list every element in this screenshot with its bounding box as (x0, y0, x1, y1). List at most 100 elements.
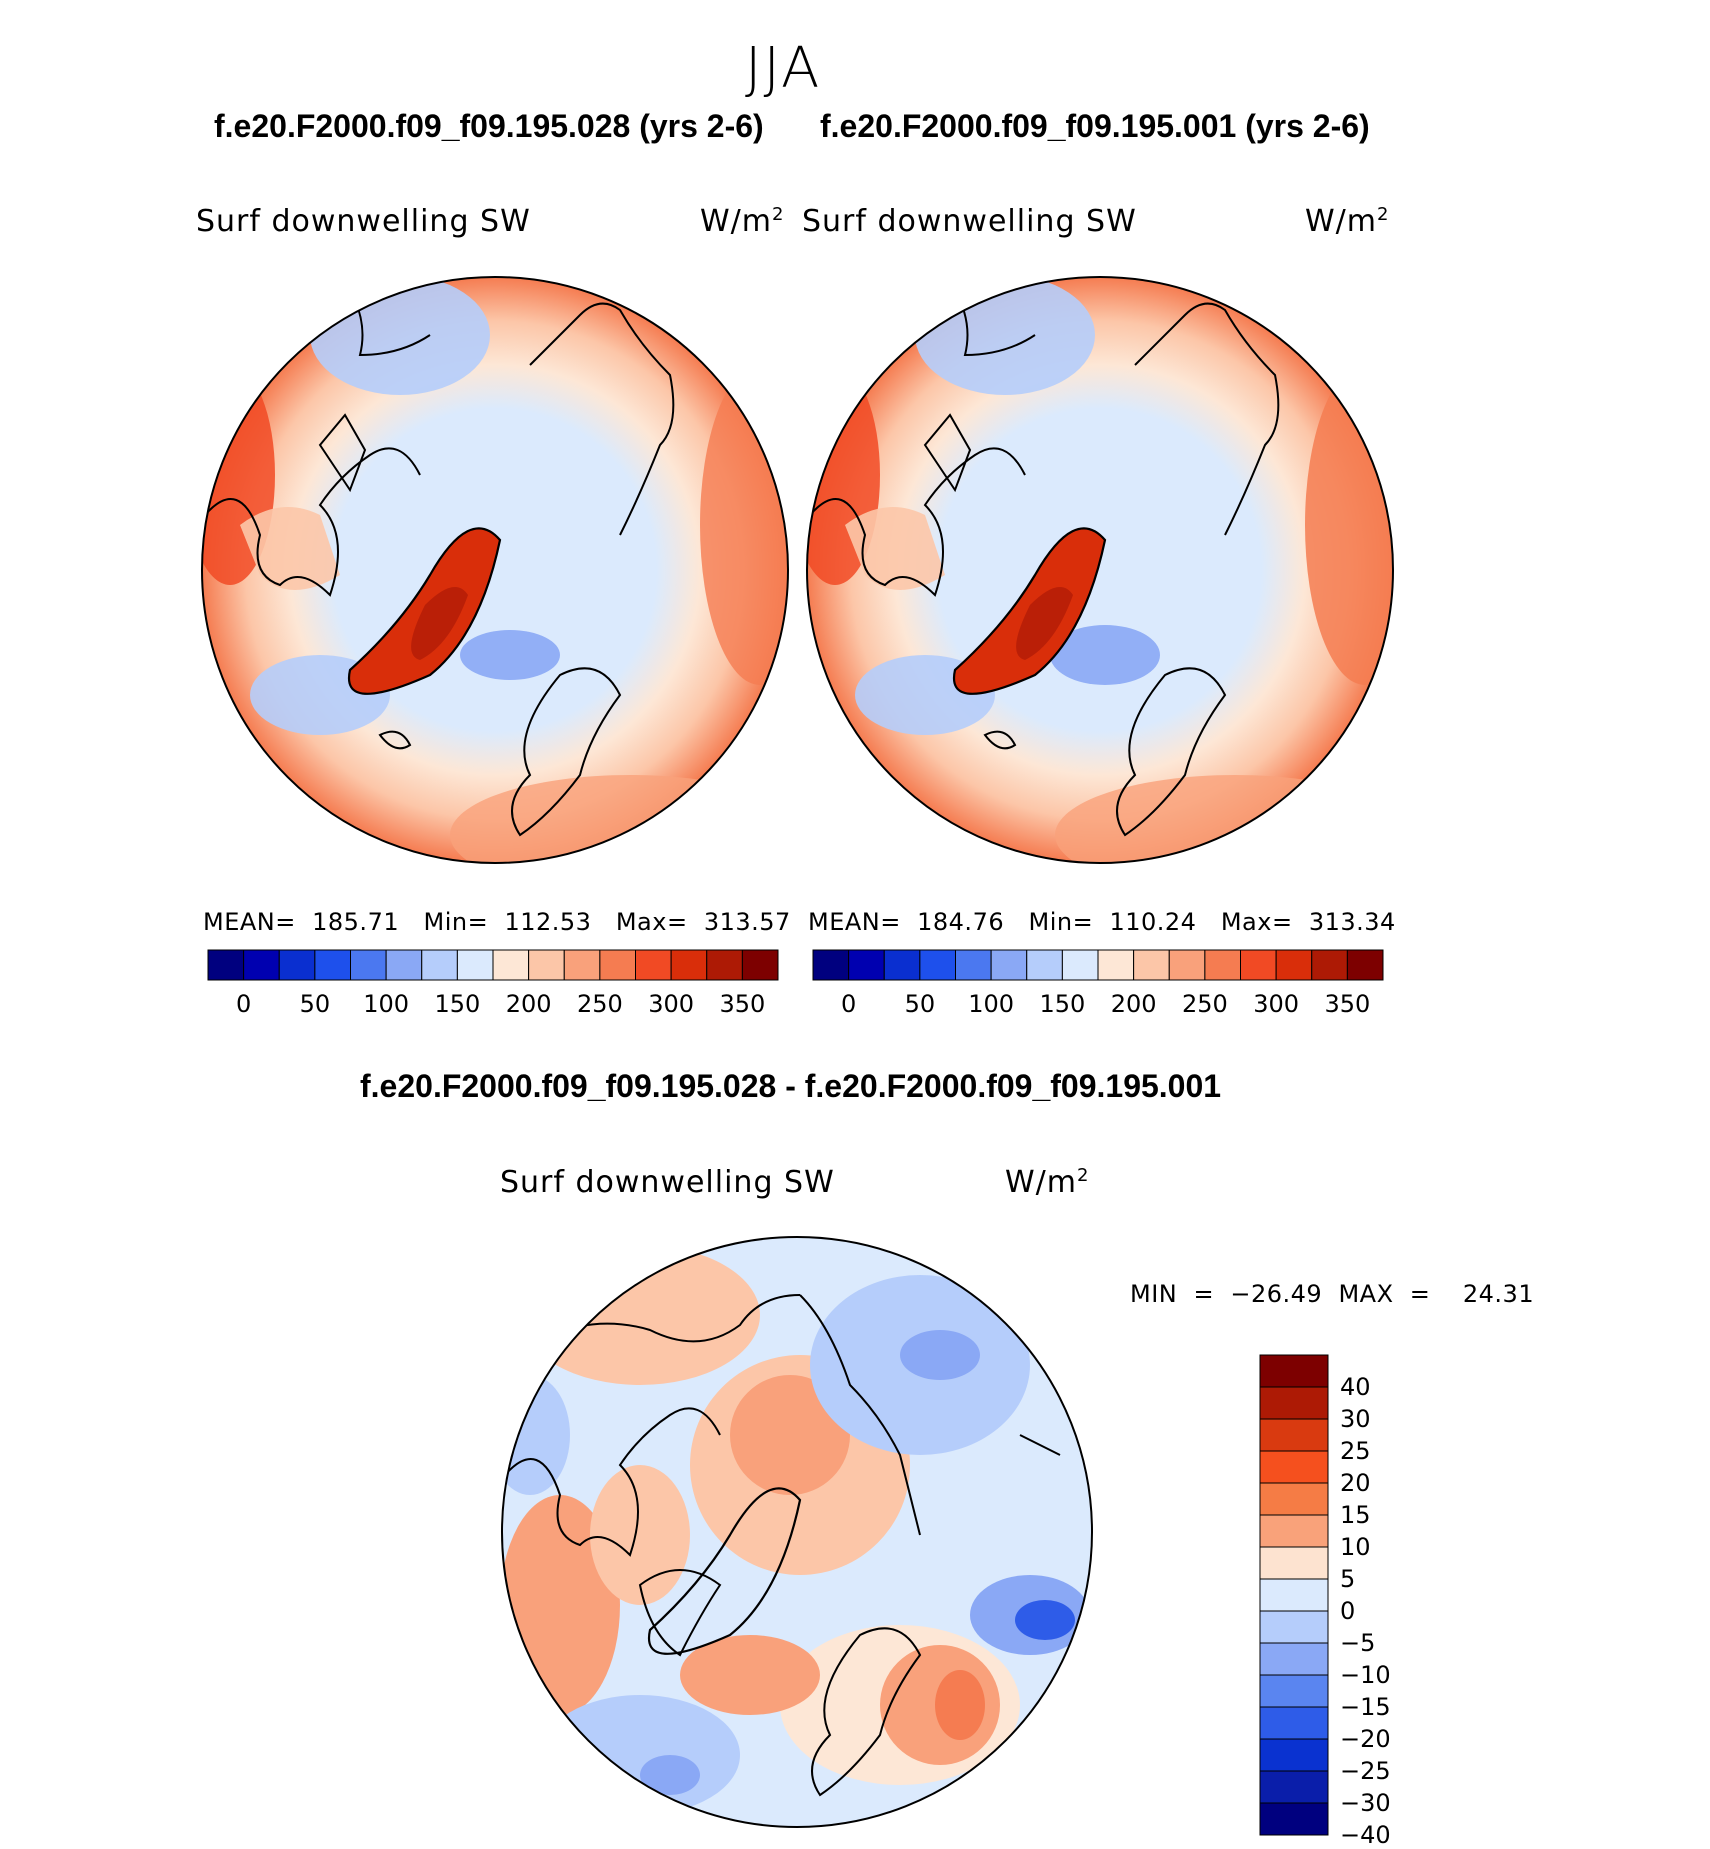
colorbar-box (1259, 1482, 1329, 1516)
colorbar-tick-label: 300 (648, 990, 695, 1018)
colorbar-box (1204, 949, 1241, 981)
panel-2-variable-label: Surf downwelling SW (802, 204, 1137, 239)
difference-minmax: MIN = −26.49 MAX = 24.31 (1130, 1280, 1535, 1308)
colorbar-tick-label: 150 (434, 990, 481, 1018)
difference-colorbar (1259, 1354, 1329, 1836)
colorbar-box (492, 949, 530, 981)
difference-case-label: f.e20.F2000.f09_f09.195.028 - f.e20.F200… (360, 1068, 1222, 1104)
difference-units-label: W/m2 (1005, 1165, 1090, 1200)
colorbar-tick-label: 300 (1253, 990, 1300, 1018)
colorbar-tick-label: −40 (1340, 1821, 1391, 1849)
colorbar-box (635, 949, 672, 981)
colorbar-tick-label: 100 (363, 990, 410, 1018)
colorbar-box (812, 949, 850, 981)
difference-map (501, 1236, 1093, 1828)
colorbar-tick-label: 350 (1324, 990, 1371, 1018)
panel-2-colorbar-ticks: 0 50 100 150 200 250 300 350 (813, 990, 1383, 1020)
colorbar-box (1259, 1674, 1329, 1708)
colorbar-box (1259, 1738, 1329, 1772)
colorbar-box (1259, 1770, 1329, 1804)
colorbar-tick-label: −30 (1340, 1789, 1391, 1817)
colorbar-box (1259, 1450, 1329, 1484)
panel-1-units-label: W/m2 (700, 204, 785, 239)
colorbar-tick-label: 50 (299, 990, 331, 1018)
colorbar-box (456, 949, 494, 981)
colorbar-box (599, 949, 636, 981)
colorbar-tick-label: 30 (1340, 1405, 1371, 1433)
panel-1-variable-label: Surf downwelling SW (196, 204, 531, 239)
colorbar-box (1259, 1802, 1329, 1836)
colorbar-box (1259, 1546, 1329, 1580)
colorbar-box (1259, 1418, 1329, 1452)
panel-1-map (201, 276, 789, 864)
colorbar-box (1259, 1610, 1329, 1644)
colorbar-box (883, 949, 921, 981)
colorbar-tick-label: 0 (1340, 1597, 1356, 1625)
colorbar-box (350, 949, 387, 981)
plot-title: JJA (745, 36, 822, 101)
colorbar-tick-label: 100 (968, 990, 1015, 1018)
colorbar-box (741, 949, 779, 981)
panel-2-case-label: f.e20.F2000.f09_f09.195.001 (yrs 2-6) (820, 108, 1370, 144)
colorbar-box (385, 949, 423, 981)
colorbar-tick-label: 150 (1039, 990, 1086, 1018)
panel-1-stats: MEAN= 185.71 Min= 112.53 Max= 313.57 (203, 908, 791, 936)
panel-1-colorbar (207, 949, 779, 981)
colorbar-box (1259, 1706, 1329, 1740)
colorbar-box (314, 949, 351, 981)
panel-2-map (806, 276, 1394, 864)
colorbar-box (1259, 1354, 1329, 1388)
colorbar-box (1259, 1514, 1329, 1548)
colorbar-box (563, 949, 601, 981)
colorbar-tick-label: 5 (1340, 1565, 1356, 1593)
colorbar-box (848, 949, 885, 981)
colorbar-tick-label: 20 (1340, 1469, 1371, 1497)
colorbar-tick-label: 0 (840, 990, 857, 1018)
colorbar-box (1346, 949, 1384, 981)
colorbar-tick-label: −25 (1340, 1757, 1391, 1785)
colorbar-box (990, 949, 1028, 981)
panel-2-colorbar (812, 949, 1384, 981)
colorbar-box (670, 949, 708, 981)
colorbar-box (243, 949, 280, 981)
colorbar-tick-label: 25 (1340, 1437, 1371, 1465)
panel-1-colorbar-ticks: 0 50 100 150 200 250 300 350 (208, 990, 778, 1020)
colorbar-box (528, 949, 565, 981)
colorbar-tick-label: −20 (1340, 1725, 1391, 1753)
difference-variable-label: Surf downwelling SW (500, 1165, 835, 1200)
colorbar-tick-label: 350 (719, 990, 766, 1018)
colorbar-box (1311, 949, 1348, 981)
colorbar-box (919, 949, 956, 981)
difference-colorbar-ticks: 40 30 25 20 15 10 5 0 −5 −10 −15 −20 −25 −30 −40 (1340, 1355, 1420, 1849)
colorbar-box (1026, 949, 1063, 981)
colorbar-box (1259, 1642, 1329, 1676)
colorbar-box (955, 949, 992, 981)
colorbar-tick-label: 10 (1340, 1533, 1371, 1561)
colorbar-box (1240, 949, 1277, 981)
colorbar-tick-label: 15 (1340, 1501, 1371, 1529)
panel-1-case-label: f.e20.F2000.f09_f09.195.028 (yrs 2-6) (214, 108, 764, 144)
colorbar-box (706, 949, 743, 981)
colorbar-box (1061, 949, 1099, 981)
colorbar-box (1097, 949, 1135, 981)
colorbar-box (1168, 949, 1206, 981)
colorbar-box (421, 949, 458, 981)
colorbar-tick-label: 40 (1340, 1373, 1371, 1401)
colorbar-tick-label: 200 (1110, 990, 1157, 1018)
colorbar-box (1259, 1578, 1329, 1612)
colorbar-tick-label: 250 (1181, 990, 1228, 1018)
colorbar-tick-label: 200 (505, 990, 552, 1018)
colorbar-tick-label: 0 (235, 990, 252, 1018)
colorbar-tick-label: −10 (1340, 1661, 1391, 1689)
colorbar-tick-label: 250 (576, 990, 623, 1018)
colorbar-tick-label: −5 (1340, 1629, 1376, 1657)
colorbar-box (1259, 1386, 1329, 1420)
panel-2-units-label: W/m2 (1305, 204, 1390, 239)
colorbar-box (1275, 949, 1313, 981)
colorbar-tick-label: −15 (1340, 1693, 1391, 1721)
colorbar-box (1133, 949, 1170, 981)
colorbar-tick-label: 50 (904, 990, 936, 1018)
colorbar-box (207, 949, 245, 981)
panel-2-stats: MEAN= 184.76 Min= 110.24 Max= 313.34 (808, 908, 1396, 936)
colorbar-box (278, 949, 316, 981)
